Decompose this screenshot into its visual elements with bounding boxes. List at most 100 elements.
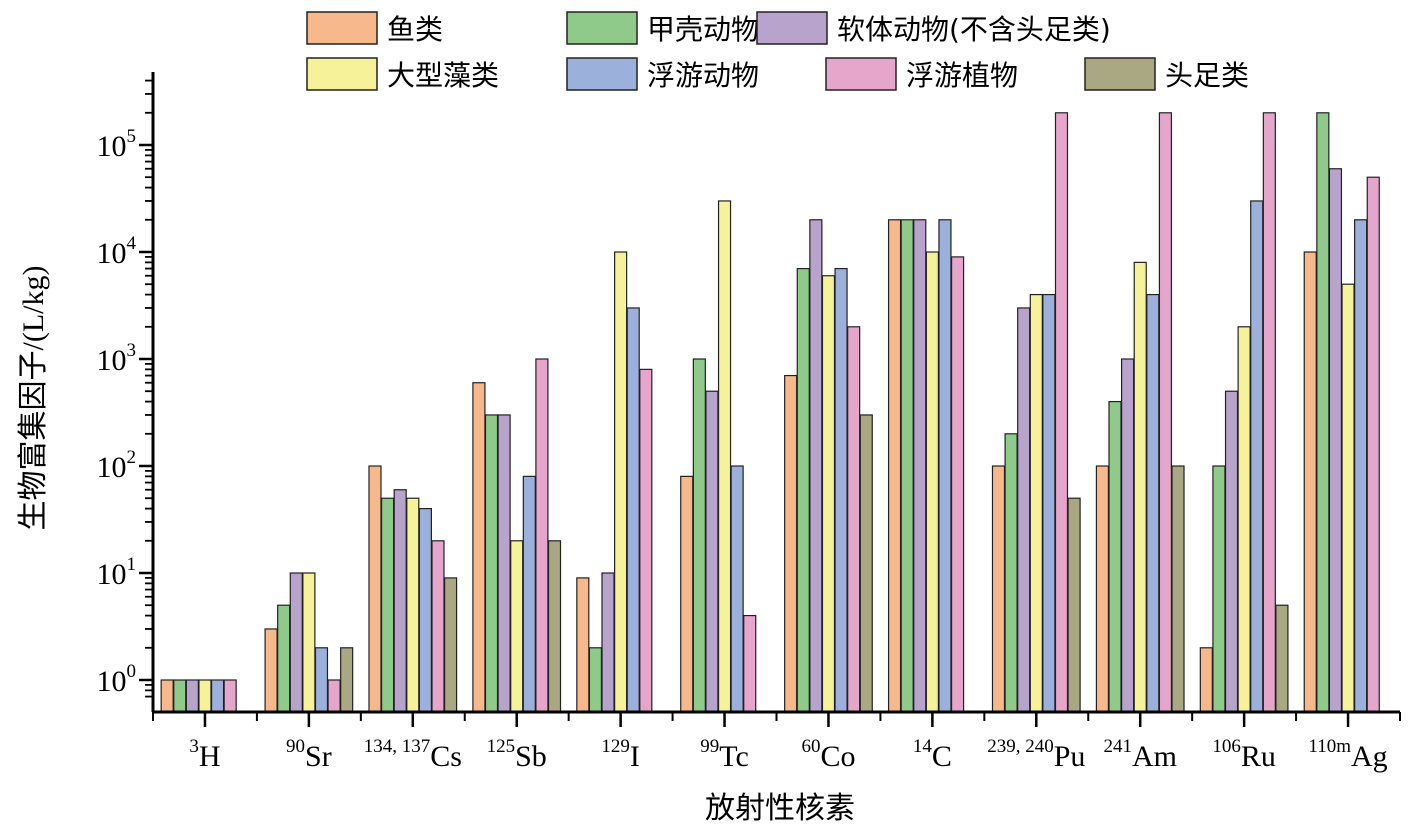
legend-item-4: 浮游动物: [566, 57, 759, 92]
bar-h-series-5: [223, 679, 237, 713]
legend-item-6: 头足类: [1084, 57, 1249, 92]
bar-sr-series-2: [289, 572, 303, 713]
bar-pu-series-0: [991, 465, 1006, 713]
bar-i-series-4: [626, 307, 640, 713]
legend-label: 大型藻类: [387, 59, 499, 92]
bar-c-series-1: [900, 219, 914, 713]
bar-sb-series-6: [547, 540, 562, 713]
bar-cs-series-3: [406, 497, 420, 713]
bar-h-series-3: [198, 679, 212, 713]
bar-ag-series-5: [1366, 176, 1380, 713]
bar-tc-series-1: [692, 358, 706, 713]
bar-c-series-0: [887, 219, 902, 713]
bar-co-series-5: [847, 326, 861, 713]
bar-am-series-3: [1133, 261, 1147, 713]
legend-label: 头足类: [1165, 59, 1249, 92]
y-axis-label: 生物富集因子/(L/kg): [17, 266, 50, 531]
legend-item-3: 大型藻类: [306, 57, 499, 92]
bar-pu-series-6: [1067, 497, 1081, 713]
bar-c-series-3: [925, 251, 939, 713]
bar-ag-series-4: [1354, 219, 1368, 713]
bar-cs-series-0: [368, 465, 382, 713]
bar-sr-series-4: [314, 647, 329, 713]
legend-item-2: 软体动物(不含头足类): [756, 11, 1111, 46]
bar-sb-series-1: [484, 414, 499, 713]
bar-sb-series-4: [522, 475, 536, 713]
legend-label: 软体动物(不含头足类): [837, 13, 1111, 46]
x-tick-label-cs: 134, 137Cs: [364, 736, 462, 773]
bar-i-series-2: [601, 572, 615, 713]
bar-sr-series-6: [340, 647, 354, 713]
y-tick-label: 100: [97, 661, 137, 698]
legend-swatch: [306, 57, 378, 91]
bar-co-series-4: [834, 267, 848, 713]
bar-sr-series-3: [302, 572, 316, 713]
bars: [160, 112, 1380, 713]
y-tick-label: 104: [97, 233, 137, 270]
bar-h-series-1: [173, 679, 187, 713]
bar-ru-series-0: [1199, 647, 1213, 713]
bar-ag-series-1: [1316, 112, 1330, 713]
bar-am-series-1: [1108, 400, 1122, 713]
bar-ag-series-2: [1328, 168, 1343, 713]
bar-cs-series-2: [393, 489, 407, 713]
bar-am-series-4: [1146, 293, 1160, 713]
y-tick-label: 102: [97, 447, 137, 484]
bar-i-series-3: [614, 251, 628, 713]
legend-label: 甲壳动物: [647, 13, 759, 46]
bar-ru-series-6: [1275, 604, 1289, 713]
bar-pu-series-1: [1004, 433, 1018, 713]
bar-am-series-6: [1171, 465, 1185, 713]
x-axis-label: 放射性核素: [705, 792, 855, 825]
bar-co-series-1: [796, 267, 810, 713]
legend-label: 鱼类: [387, 13, 443, 46]
x-tick-label-tc: 99Tc: [700, 736, 749, 773]
legend-label: 浮游动物: [647, 59, 759, 92]
bar-ag-series-0: [1303, 251, 1317, 713]
bar-co-series-2: [809, 219, 823, 713]
bar-cs-series-4: [418, 507, 432, 713]
y-tick-label: 105: [97, 126, 137, 163]
x-tick-label-sr: 90Sr: [286, 736, 332, 773]
x-tick-label-pu: 239, 240Pu: [987, 736, 1085, 773]
legend-swatch: [566, 57, 638, 91]
bar-sr-series-0: [264, 628, 278, 713]
bar-cs-series-5: [431, 540, 445, 713]
bar-ag-series-3: [1341, 283, 1355, 713]
x-tick-label-h: 3H: [189, 736, 220, 773]
bar-sb-series-0: [472, 382, 486, 713]
bar-sb-series-2: [497, 414, 511, 713]
bar-pu-series-2: [1017, 307, 1031, 713]
bar-cs-series-1: [380, 497, 395, 713]
x-tick-label-sb: 125Sb: [487, 736, 547, 773]
legend-item-5: 浮游植物: [825, 57, 1018, 92]
x-tick-label-ru: 106Ru: [1212, 736, 1276, 773]
y-tick-label: 101: [97, 554, 137, 591]
bar-ru-series-5: [1262, 112, 1276, 713]
bar-co-series-3: [821, 275, 836, 713]
bar-pu-series-4: [1042, 293, 1056, 713]
legend-swatch: [825, 57, 897, 91]
x-tick-label-c: 14C: [913, 736, 952, 773]
bar-h-series-2: [185, 679, 199, 713]
bar-sb-series-3: [510, 540, 524, 713]
axes: 100 101 102 103 104 105 3H 90Sr 134, 137Cs 125Sb 1…: [97, 72, 1401, 773]
bar-am-series-0: [1095, 465, 1110, 713]
x-tick-label-am: 241Am: [1103, 736, 1177, 773]
bar-tc-series-2: [705, 390, 719, 713]
x-tick-label-i: 129I: [601, 736, 640, 773]
bar-i-series-1: [588, 647, 603, 713]
legend-label: 浮游植物: [906, 59, 1018, 92]
bar-h-series-0: [160, 679, 174, 713]
bar-sr-series-5: [327, 679, 341, 713]
legend: 鱼类 甲壳动物 软体动物(不含头足类) 大型藻类 浮游动物 浮游植物 头足类: [306, 11, 1249, 92]
x-tick-label-co: 60Co: [801, 736, 855, 773]
bar-ru-series-3: [1237, 326, 1251, 713]
x-tick-label-ag: 110mAg: [1308, 736, 1387, 773]
bar-i-series-0: [576, 577, 590, 713]
legend-swatch: [1084, 57, 1156, 91]
bar-cs-series-6: [443, 577, 458, 713]
bar-ru-series-1: [1212, 465, 1226, 713]
bar-c-series-2: [913, 219, 927, 713]
